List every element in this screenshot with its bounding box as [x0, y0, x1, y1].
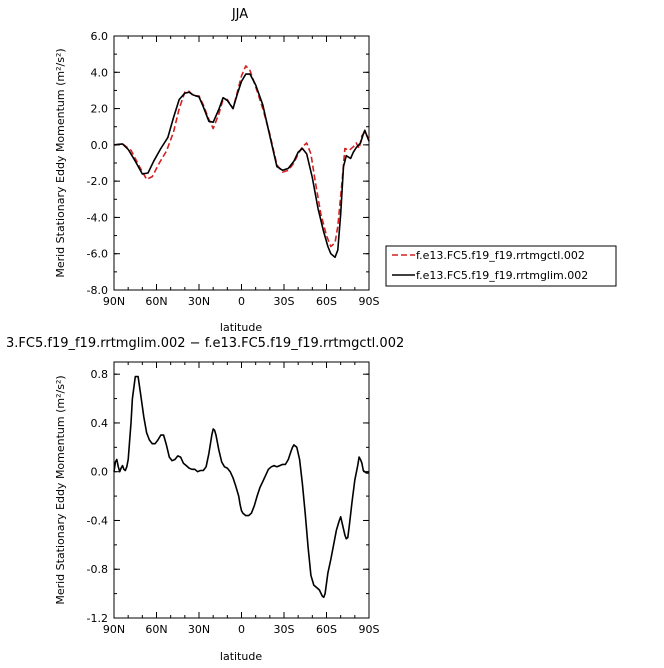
top-x-tick-label-2: 30N [188, 295, 210, 308]
top-series-lines [113, 65, 370, 259]
top-y-tick-label-3: 0.0 [91, 139, 109, 152]
top-y-tick-label-5: -4.0 [87, 211, 108, 224]
top-x-tick-label-0: 90N [103, 295, 125, 308]
top-x-tick-label-6: 90S [359, 295, 380, 308]
top-axis-ticks: 90N 60N 30N 0 30S 60S 90S 6.0 4.0 2.0 0.0 -2.0 -4.0 -… [87, 30, 380, 308]
top-x-tick-label-1: 60N [145, 295, 167, 308]
top-y-tick-label-7: -8.0 [87, 284, 108, 297]
top-y-tick-label-4: -2.0 [87, 175, 108, 188]
bottom-y-tick-label-4: -0.8 [87, 563, 108, 576]
top-y-tick-label-0: 6.0 [91, 30, 109, 43]
bottom-y-tick-label-1: 0.4 [91, 417, 109, 430]
bottom-x-tick-label-6: 90S [359, 623, 380, 636]
bottom-x-tick-label-1: 60N [145, 623, 167, 636]
top-x-tick-label-3: 0 [238, 295, 245, 308]
bottom-y-tick-label-2: 0.0 [91, 466, 109, 479]
bottom-x-tick-label-3: 0 [238, 623, 245, 636]
bottom-x-tick-label-2: 30N [188, 623, 210, 636]
bottom-x-axis-label: latitude [220, 650, 262, 663]
top-x-tick-label-5: 60S [316, 295, 337, 308]
legend-box [385, 245, 617, 287]
bottom-y-tick-label-0: 0.8 [91, 368, 109, 381]
bottom-x-tick-label-0: 90N [103, 623, 125, 636]
bottom-x-tick-label-5: 60S [316, 623, 337, 636]
bottom-series-line-0 [113, 375, 369, 599]
bottom-chart-title: 3.FC5.f19_f19.rrtmglim.002 − f.e13.FC5.f… [6, 336, 404, 351]
legend-label-lim: f.e13.FC5.f19_f19.rrtmglim.002 [416, 269, 588, 282]
top-x-axis-label: latitude [220, 321, 262, 334]
top-chart-title: JJA [231, 7, 248, 22]
top-x-tick-label-4: 30S [274, 295, 295, 308]
bottom-x-tick-label-4: 30S [274, 623, 295, 636]
bottom-plot-frame [113, 361, 370, 619]
bottom-y-tick-label-5: -1.2 [87, 612, 108, 625]
legend-label-ctl: f.e13.FC5.f19_f19.rrtmgctl.002 [416, 249, 585, 262]
bottom-series-lines [113, 375, 369, 599]
top-series-line-1 [113, 73, 370, 259]
top-y-tick-label-2: 2.0 [91, 103, 109, 116]
bottom-y-axis-label: Merid Stationary Eddy Momentum (m²/s²) [54, 375, 67, 604]
bottom-y-tick-label-3: -0.4 [87, 514, 108, 527]
top-y-tick-label-6: -6.0 [87, 248, 108, 261]
top-series-line-0 [113, 65, 370, 248]
bottom-axis-ticks: 90N 60N 30N 0 30S 60S 90S 0.8 0.4 0.0 -0.4 -0.8 -1.2 [87, 362, 380, 636]
top-y-axis-label: Merid Stationary Eddy Momentum (m²/s²) [54, 48, 67, 277]
top-y-tick-label-1: 4.0 [91, 66, 109, 79]
